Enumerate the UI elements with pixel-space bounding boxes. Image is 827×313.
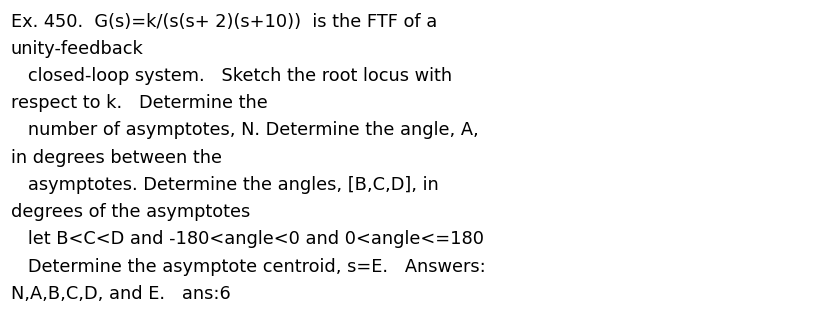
Text: N,A,B,C,D, and E.   ans:6: N,A,B,C,D, and E. ans:6 (11, 285, 230, 303)
Text: degrees of the asymptotes: degrees of the asymptotes (11, 203, 250, 221)
Text: let B<C<D and -180<angle<0 and 0<angle<=180: let B<C<D and -180<angle<0 and 0<angle<=… (11, 230, 483, 249)
Text: closed-loop system.   Sketch the root locus with: closed-loop system. Sketch the root locu… (11, 67, 452, 85)
Text: number of asymptotes, N. Determine the angle, A,: number of asymptotes, N. Determine the a… (11, 121, 478, 140)
Text: Ex. 450.  G(s)=k/(s(s+ 2)(s+10))  is the FTF of a: Ex. 450. G(s)=k/(s(s+ 2)(s+10)) is the F… (11, 13, 437, 31)
Text: asymptotes. Determine the angles, [B,C,D], in: asymptotes. Determine the angles, [B,C,D… (11, 176, 438, 194)
Text: in degrees between the: in degrees between the (11, 149, 222, 167)
Text: unity-feedback: unity-feedback (11, 40, 143, 58)
Text: Determine the asymptote centroid, s=E.   Answers:: Determine the asymptote centroid, s=E. A… (11, 258, 485, 276)
Text: respect to k.   Determine the: respect to k. Determine the (11, 94, 267, 112)
